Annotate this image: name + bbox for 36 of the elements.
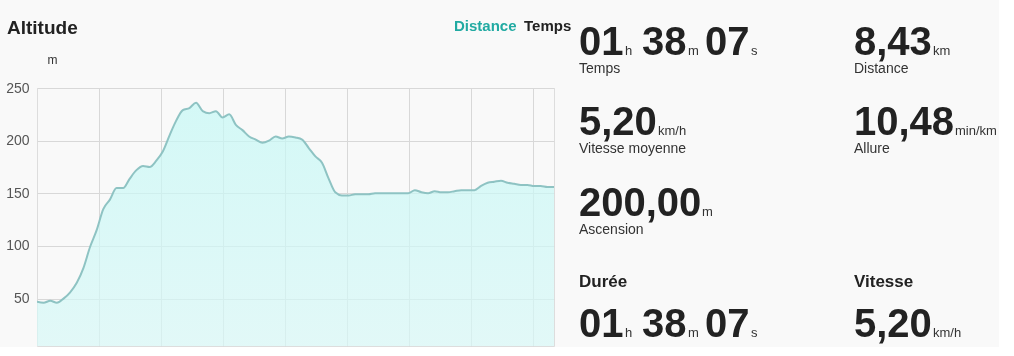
y-tick-label: 100 [6,237,30,254]
text: 01 [579,301,624,345]
text: 38 [642,301,687,345]
text: s [751,43,758,58]
text: 5,20 [579,99,657,143]
text: Temps [524,17,572,34]
y-axis-title: m [47,52,58,67]
text: 10,48 [854,99,955,143]
y-tick-label: 150 [6,184,30,201]
text: km [933,43,951,58]
text: 200,00 [579,180,702,224]
text: 5,20 [854,301,932,345]
text: 07 [705,19,750,63]
text: 01 [579,19,624,63]
text: h [625,43,633,58]
text: 07 [705,301,750,345]
y-tick-label: 200 [6,132,30,149]
text: m [688,325,699,340]
text: km/h [933,325,962,340]
text: m [688,43,699,58]
text: Ascension [579,221,644,237]
text: Allure [854,140,891,156]
text: km/h [658,123,687,138]
text: Vitesse [854,272,914,291]
text: 38 [642,19,687,63]
text: Durée [579,272,628,291]
text: h [625,325,633,340]
text: m [702,204,713,219]
text: 8,43 [854,19,932,63]
text: Temps [579,60,621,76]
text: min/km [955,123,997,138]
y-tick-label: 250 [6,79,30,96]
text: Distance [454,17,517,34]
chart-title: Altitude [7,17,78,38]
y-tick-label: 50 [13,290,30,307]
text: s [751,325,758,340]
